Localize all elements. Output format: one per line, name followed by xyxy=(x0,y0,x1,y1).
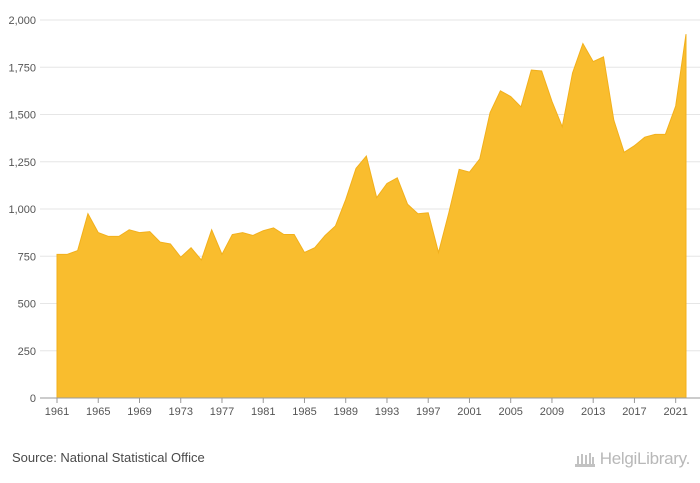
x-tick-label: 1965 xyxy=(86,406,110,418)
y-tick-label: 0 xyxy=(30,393,36,405)
y-tick-label: 1,500 xyxy=(8,110,36,122)
x-tick-label: 1997 xyxy=(416,406,440,418)
x-tick-label: 2013 xyxy=(581,406,605,418)
x-tick-label: 1969 xyxy=(127,406,151,418)
x-tick-label: 1973 xyxy=(168,406,192,418)
x-axis-ticks: 1961 1965 1969 1973 1977 1981 1985 1989 1993 1997… xyxy=(45,398,688,418)
x-tick-label: 1977 xyxy=(210,406,234,418)
y-axis-ticks: 0 250 500 750 1,000 1,250 1,500 1,750 2,000 xyxy=(8,15,36,405)
x-tick-label: 2009 xyxy=(540,406,564,418)
x-tick-label: 2005 xyxy=(498,406,522,418)
x-tick-label: 2017 xyxy=(622,406,646,418)
x-tick-label: 1993 xyxy=(375,406,399,418)
x-tick-label: 2001 xyxy=(457,406,481,418)
y-tick-label: 1,000 xyxy=(8,204,36,216)
x-tick-label: 1989 xyxy=(333,406,357,418)
y-tick-label: 750 xyxy=(18,251,36,263)
y-tick-label: 1,250 xyxy=(8,157,36,169)
brand-name: HelgiLibrary. xyxy=(599,449,691,468)
x-tick-label: 1961 xyxy=(45,406,69,418)
source-note: Source: National Statistical Office xyxy=(12,450,205,465)
y-tick-label: 250 xyxy=(18,346,36,358)
library-icon xyxy=(574,453,595,467)
y-tick-label: 500 xyxy=(18,299,36,311)
area-chart: 0 250 500 750 1,000 1,250 1,500 1,750 2,000 1961… xyxy=(8,15,700,418)
x-tick-label: 1985 xyxy=(292,406,316,418)
area-series xyxy=(56,34,687,399)
brand-logo: HelgiLibrary. xyxy=(574,449,690,469)
y-tick-label: 2,000 xyxy=(8,15,36,27)
x-tick-label: 1981 xyxy=(251,406,275,418)
x-tick-label: 2021 xyxy=(663,406,687,418)
y-tick-label: 1,750 xyxy=(8,62,36,74)
